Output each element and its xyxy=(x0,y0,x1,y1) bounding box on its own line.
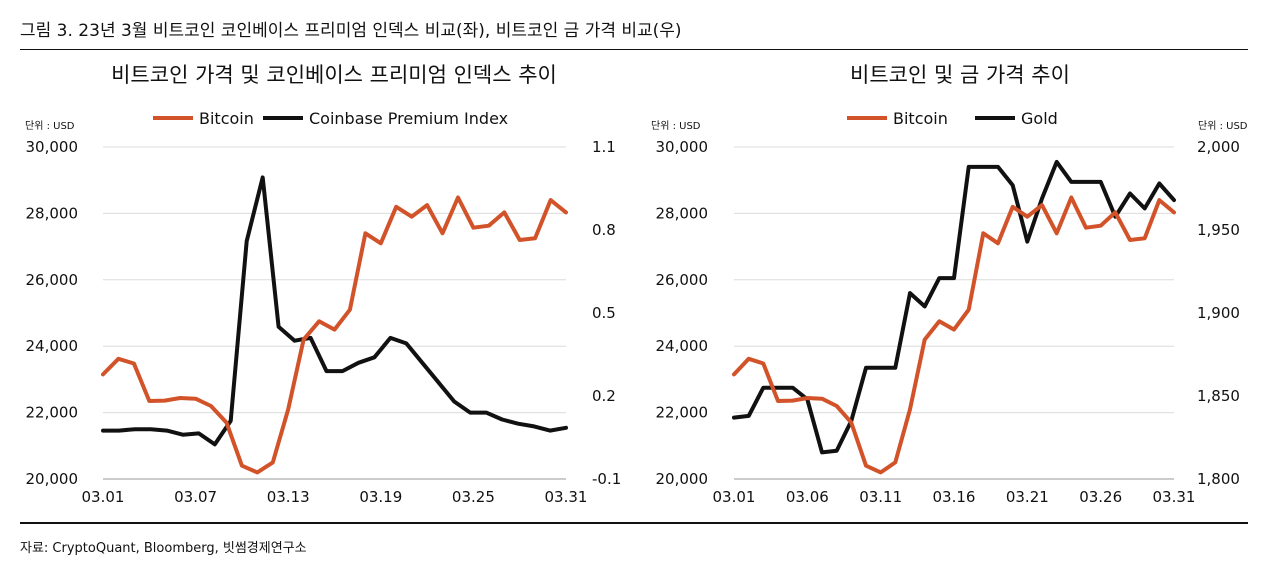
bottom-rule xyxy=(20,522,1248,524)
chart2-y-right-tick: 1,900 xyxy=(1197,304,1240,322)
chart1-x-tick: 03.07 xyxy=(174,488,217,506)
chart2-x-tick: 03.11 xyxy=(859,488,902,506)
chart2-y-left-tick: 20,000 xyxy=(656,470,709,488)
chart2-y-left-tick: 26,000 xyxy=(656,271,709,289)
chart1-title: 비트코인 가격 및 코인베이스 프리미엄 인덱스 추이 xyxy=(111,63,557,87)
chart2-y-right-tick: 1,800 xyxy=(1197,470,1240,488)
chart1-series-coinbase-premium-index xyxy=(101,175,568,447)
chart1-y-right-tick: 1.1 xyxy=(592,138,616,156)
chart2-x-tick: 03.31 xyxy=(1153,488,1196,506)
chart1-y-left-tick: 28,000 xyxy=(26,204,79,222)
chart2-x-tick: 03.16 xyxy=(933,488,976,506)
chart2-x-tick: 03.06 xyxy=(786,488,829,506)
chart1-x-tick: 03.25 xyxy=(452,488,495,506)
chart2-y-left-tick: 30,000 xyxy=(656,138,709,156)
chart2-unit-left: 단위 : USD xyxy=(651,119,701,132)
figure-title: 그림 3. 23년 3월 비트코인 코인베이스 프리미엄 인덱스 비교(좌), … xyxy=(20,21,682,41)
chart2-y-left-tick: 28,000 xyxy=(656,204,709,222)
chart1-x-tick: 03.13 xyxy=(267,488,310,506)
top-rule xyxy=(20,49,1248,50)
source-note: 자료: CryptoQuant, Bloomberg, 빗썸경제연구소 xyxy=(20,541,307,556)
chart1-legend-label: Coinbase Premium Index xyxy=(309,109,508,128)
chart1-y-right-tick: 0.8 xyxy=(592,221,616,239)
chart1-x-tick: 03.19 xyxy=(359,488,402,506)
chart2-x-tick: 03.01 xyxy=(713,488,756,506)
chart2-y-right-tick: 1,950 xyxy=(1197,221,1240,239)
chart1-y-left-tick: 22,000 xyxy=(26,404,79,422)
chart2-y-right-tick: 2,000 xyxy=(1197,138,1240,156)
chart2-legend-label: Gold xyxy=(1021,109,1058,128)
chart1-y-right-tick: 0.5 xyxy=(592,304,616,322)
chart2-series-bitcoin xyxy=(732,195,1176,475)
chart1-y-left-tick: 30,000 xyxy=(26,138,79,156)
chart2-legend-label: Bitcoin xyxy=(893,109,948,128)
chart2-unit-right: 단위 : USD xyxy=(1198,119,1248,132)
chart1-y-right-tick: 0.2 xyxy=(592,387,616,405)
chart2-x-tick: 03.26 xyxy=(1079,488,1122,506)
chart1-y-right-tick: -0.1 xyxy=(592,470,621,488)
chart2-series-gold xyxy=(732,159,1176,455)
chart1-x-tick: 03.01 xyxy=(82,488,125,506)
chart2-y-left-tick: 24,000 xyxy=(656,337,709,355)
chart1-y-left-tick: 24,000 xyxy=(26,337,79,355)
chart1-y-left-tick: 26,000 xyxy=(26,271,79,289)
chart1-y-left-tick: 20,000 xyxy=(26,470,79,488)
chart2-y-left-tick: 22,000 xyxy=(656,404,709,422)
chart1-x-tick: 03.31 xyxy=(545,488,588,506)
chart2-x-tick: 03.21 xyxy=(1006,488,1049,506)
chart1-series-bitcoin xyxy=(101,195,568,475)
chart2-title: 비트코인 및 금 가격 추이 xyxy=(850,63,1070,87)
chart1-unit-left: 단위 : USD xyxy=(25,119,75,132)
chart1-legend-label: Bitcoin xyxy=(199,109,254,128)
chart2-y-right-tick: 1,850 xyxy=(1197,387,1240,405)
